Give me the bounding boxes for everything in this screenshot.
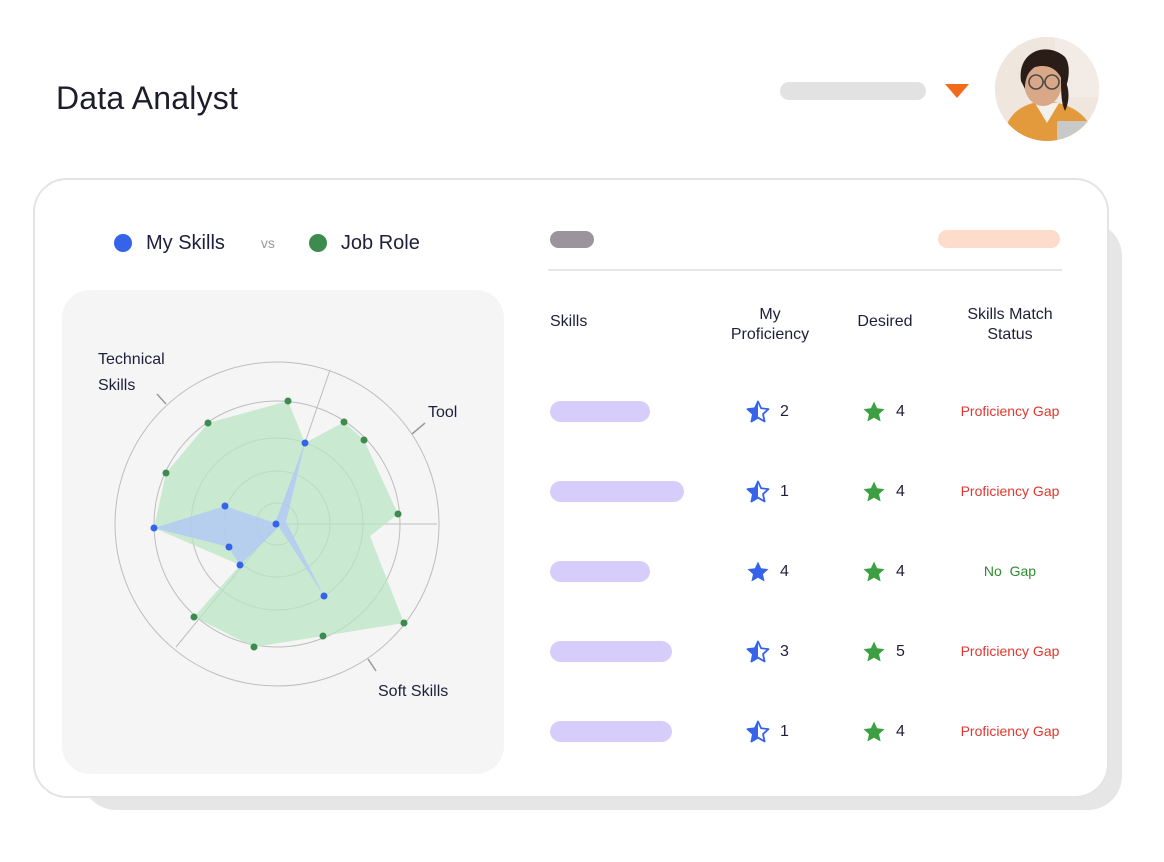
skill-name-placeholder xyxy=(550,481,684,502)
my-proficiency-value: 2 xyxy=(780,403,789,420)
chart-legend: My Skills vs Job Role xyxy=(114,228,420,258)
star-icon xyxy=(863,641,885,662)
tick-soft xyxy=(367,658,377,672)
column-header-desired: Desired xyxy=(857,313,913,330)
column-header-skills: Skills xyxy=(550,313,588,330)
job-role-point xyxy=(284,397,292,405)
column-header-my-proficiency-line1: My xyxy=(759,306,781,323)
table-divider xyxy=(548,269,1062,271)
grid-ring-outer xyxy=(114,361,440,687)
tick-tool xyxy=(411,422,426,435)
action-placeholder-pill[interactable] xyxy=(938,230,1060,248)
desired-proficiency-cell: 4 xyxy=(862,397,905,427)
page-title: Data Analyst xyxy=(56,80,239,116)
my-proficiency-cell: 1 xyxy=(746,717,789,747)
my-skills-point xyxy=(272,520,280,528)
skill-name-placeholder xyxy=(550,641,672,662)
star-half-icon xyxy=(746,480,770,503)
my-proficiency-cell: 3 xyxy=(746,637,789,667)
desired-proficiency-cell: 4 xyxy=(862,557,905,587)
my-skills-points xyxy=(150,439,328,600)
column-header-status-line1: Skills Match xyxy=(967,306,1053,323)
desired-proficiency-value: 4 xyxy=(896,563,905,580)
avatar[interactable] xyxy=(995,37,1099,141)
filter-placeholder-pill[interactable] xyxy=(550,231,594,248)
star-icon xyxy=(863,561,885,582)
my-skills-point xyxy=(225,543,233,551)
job-role-points xyxy=(162,397,408,651)
radar-chart xyxy=(114,361,440,687)
axis-label-technical-line2: Skills xyxy=(98,377,136,394)
star-icon xyxy=(863,401,885,422)
match-status: Proficiency Gap xyxy=(960,723,1060,739)
skill-name-placeholder xyxy=(550,401,650,422)
my-skills-point xyxy=(150,524,158,532)
star-icon xyxy=(863,721,885,742)
desired-proficiency-value: 4 xyxy=(896,483,905,500)
match-status: Proficiency Gap xyxy=(960,643,1060,659)
axis-label-soft-skills: Soft Skills xyxy=(378,683,449,700)
desired-proficiency-cell: 4 xyxy=(862,717,905,747)
my-proficiency-cell: 4 xyxy=(746,557,789,587)
my-proficiency-cell: 2 xyxy=(746,397,789,427)
my-skills-area xyxy=(154,443,324,596)
legend-job-role: Job Role xyxy=(340,231,420,254)
match-status: Proficiency Gap xyxy=(960,403,1060,419)
my-skills-point xyxy=(236,561,244,569)
axis-label-tool: Tool xyxy=(428,404,458,421)
column-header-status-line2: Status xyxy=(987,326,1033,343)
my-proficiency-value: 4 xyxy=(780,563,789,580)
star-half-icon xyxy=(746,640,770,663)
desired-proficiency-cell: 5 xyxy=(862,637,905,667)
star-icon xyxy=(863,481,885,502)
my-skills-point xyxy=(221,502,229,510)
my-skills-point xyxy=(320,592,328,600)
desired-proficiency-value: 5 xyxy=(896,643,905,660)
match-status: Proficiency Gap xyxy=(960,483,1060,499)
job-role-point xyxy=(394,510,402,518)
tick-technical xyxy=(156,393,167,405)
desired-proficiency-value: 4 xyxy=(896,403,905,420)
match-status: No Gap xyxy=(983,563,1037,579)
column-header-status: Skills Match Status xyxy=(945,305,1075,345)
star-half-icon xyxy=(746,720,770,743)
my-proficiency-value: 3 xyxy=(780,643,789,660)
skill-name-placeholder xyxy=(550,561,650,582)
avatar-portrait-image xyxy=(995,37,1099,141)
job-role-point xyxy=(250,643,258,651)
job-role-point xyxy=(340,418,348,426)
job-role-point xyxy=(319,632,327,640)
job-role-point xyxy=(162,469,170,477)
legend-my-skills: My Skills xyxy=(146,231,225,254)
job-role-point xyxy=(204,419,212,427)
job-role-point xyxy=(360,436,368,444)
column-header-my-proficiency-line2: Proficiency xyxy=(730,326,810,343)
desired-proficiency-cell: 4 xyxy=(862,477,905,507)
user-name-placeholder[interactable] xyxy=(780,82,926,100)
job-role-legend-dot xyxy=(308,234,327,252)
legend-vs: vs xyxy=(260,235,275,251)
skill-name-placeholder xyxy=(550,721,672,742)
star-icon xyxy=(747,561,769,582)
star-half-icon xyxy=(746,400,770,423)
my-skills-point xyxy=(301,439,309,447)
axis-label-technical-line1: Technical xyxy=(98,351,165,368)
axis-ticks xyxy=(156,393,426,672)
caret-down-icon[interactable] xyxy=(945,84,969,98)
radar-chart-panel: Technical Skills Tool Soft Skills xyxy=(62,290,504,774)
desired-proficiency-value: 4 xyxy=(896,723,905,740)
my-proficiency-value: 1 xyxy=(780,483,789,500)
my-proficiency-value: 1 xyxy=(780,723,789,740)
my-skills-legend-dot xyxy=(114,234,132,252)
job-role-point xyxy=(400,619,408,627)
axis-label-technical: Technical Skills xyxy=(98,347,165,399)
my-proficiency-cell: 1 xyxy=(746,477,789,507)
column-header-my-proficiency: My Proficiency xyxy=(710,305,830,345)
job-role-point xyxy=(190,613,198,621)
